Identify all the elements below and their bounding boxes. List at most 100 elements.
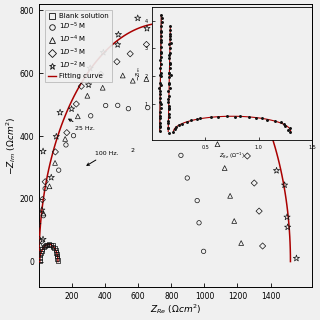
Point [158,119,163,124]
Point [126,106,131,111]
Point [41,211,46,216]
Text: 2: 2 [131,148,135,153]
Point [191,64,196,69]
Point [252,180,257,186]
Point [46,242,52,247]
Point [79,84,84,89]
Point [40,197,45,202]
Point [88,113,93,118]
Point [195,198,200,203]
Point [39,239,44,244]
Point [178,51,183,56]
Point [100,85,105,90]
Point [103,103,108,108]
Point [85,93,90,98]
Point [58,110,63,115]
Point [63,136,68,141]
Point [245,153,250,158]
Point [240,70,245,75]
Point [54,250,59,255]
Point [44,243,49,248]
Point [55,256,60,261]
Point [218,50,223,55]
Point [294,256,299,261]
Point [201,249,206,254]
Point [38,242,43,247]
Point [53,247,58,252]
Point [51,244,56,249]
Point [37,259,43,264]
Point [260,244,265,249]
Point [86,82,91,87]
Point [120,73,125,78]
Point [39,249,44,254]
Point [52,160,58,165]
Point [252,80,257,85]
Point [64,130,69,135]
Point [282,182,287,188]
Point [257,209,262,214]
Point [225,51,230,56]
Point [271,131,276,136]
Point [115,42,120,47]
Point [74,101,79,107]
Point [41,213,46,218]
Point [114,59,119,64]
Point [43,179,48,184]
Point [274,168,279,173]
Point [43,186,48,191]
Point [192,38,197,43]
Point [228,193,233,198]
Point [75,114,80,119]
Point [42,244,47,249]
Point [203,117,208,123]
Point [263,108,268,113]
Point [135,16,140,21]
Point [52,245,57,250]
Point [176,93,181,98]
Point [54,134,59,139]
Point [144,42,149,47]
Point [115,103,120,108]
Point [116,32,121,37]
Point [55,254,60,259]
Point [41,149,46,154]
Text: 100 Hz.: 100 Hz. [87,151,119,165]
Point [35,222,40,227]
Point [204,74,209,79]
Point [48,243,53,248]
Point [63,142,68,148]
Point [215,142,220,147]
Point [39,208,44,213]
Point [160,76,165,81]
Point [227,108,232,113]
Point [239,130,244,135]
Point [221,89,226,94]
Point [128,51,133,56]
Point [165,8,170,13]
Point [170,133,175,138]
Point [130,78,135,83]
Point [284,214,290,220]
Point [69,106,74,111]
Point [47,242,52,247]
Point [196,220,202,225]
Point [144,76,149,82]
Point [50,243,55,248]
Point [178,153,183,158]
Point [285,225,290,230]
Point [41,244,46,249]
Point [144,26,149,31]
Point [239,240,244,245]
Point [40,237,45,242]
X-axis label: $Z_{Re}\ (\Omega cm^2)$: $Z_{Re}\ (\Omega cm^2)$ [150,302,201,316]
Point [163,36,168,42]
Point [145,105,150,110]
Point [53,149,58,155]
Point [101,50,106,55]
Point [56,168,61,173]
Point [44,242,49,247]
Point [55,251,60,256]
Point [88,66,93,71]
Legend: Blank solution, $1D^{-5}$ M, $1D^{-4}$ M, $1D^{-3}$ M, $1D^{-2}$ M, Fitting curv: Blank solution, $1D^{-5}$ M, $1D^{-4}$ M… [45,11,112,82]
